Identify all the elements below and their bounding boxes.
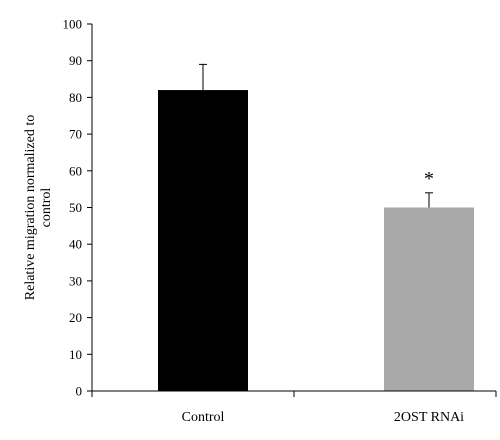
y-tick-label: 90 bbox=[69, 53, 82, 68]
y-tick-label: 100 bbox=[63, 17, 83, 32]
x-category-label: 2OST RNAi bbox=[394, 410, 464, 425]
x-category-label: Control bbox=[182, 410, 225, 425]
y-tick-label: 70 bbox=[69, 127, 82, 142]
x-axis-category-labels: Control 2OST RNAi bbox=[182, 410, 465, 425]
y-axis-title-line: Relative migration normalized to bbox=[23, 115, 38, 300]
bar-1 bbox=[158, 90, 248, 391]
y-tick-label: 0 bbox=[76, 384, 83, 399]
y-axis-title: Relative migration normalized tocontrol bbox=[23, 115, 54, 300]
significance-marker: * bbox=[424, 168, 434, 190]
error-bars bbox=[199, 63, 433, 208]
y-tick-label: 80 bbox=[69, 90, 82, 105]
y-tick-label: 20 bbox=[69, 310, 82, 325]
x-axis-ticks bbox=[91, 391, 497, 397]
y-tick-label: 30 bbox=[69, 273, 82, 288]
y-tick-label: 40 bbox=[69, 237, 82, 252]
bars bbox=[158, 90, 474, 391]
bar-2 bbox=[384, 207, 474, 391]
y-axis-title-line: control bbox=[39, 188, 54, 228]
annotations: * bbox=[424, 168, 434, 190]
y-tick-label: 50 bbox=[69, 200, 82, 215]
y-axis-ticks: 0 10 20 30 40 50 60 70 80 90 100 bbox=[63, 17, 92, 399]
y-tick-label: 60 bbox=[69, 163, 82, 178]
y-tick-label: 10 bbox=[69, 347, 82, 362]
